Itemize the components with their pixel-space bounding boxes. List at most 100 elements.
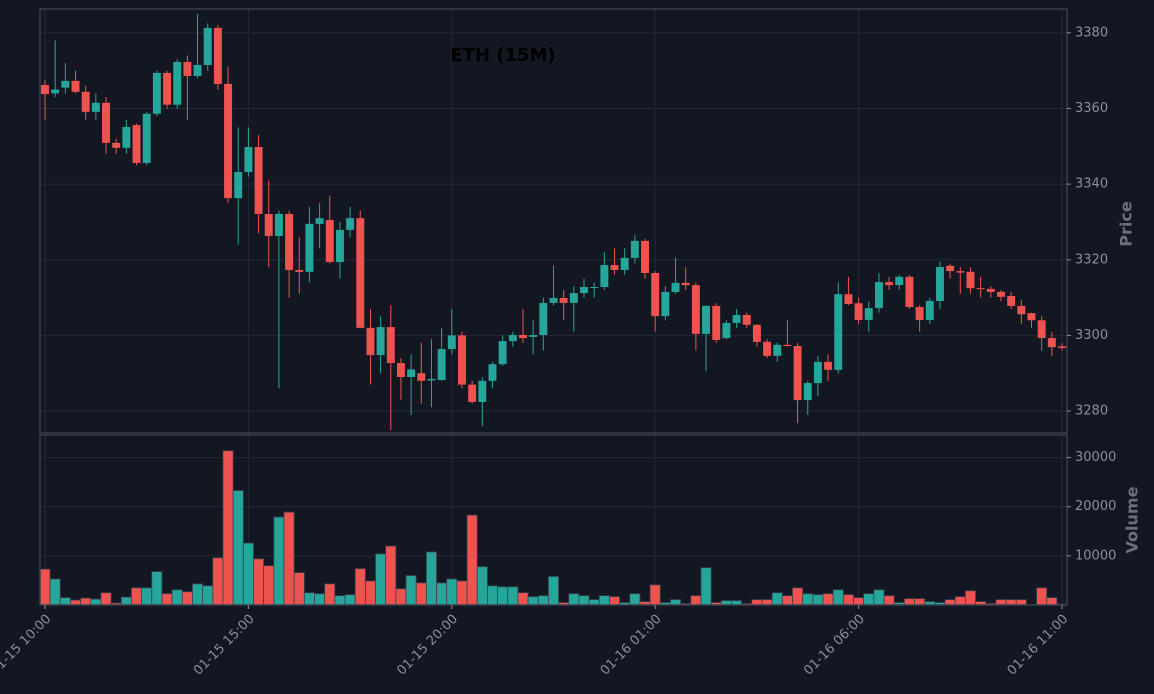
candle-body <box>773 344 782 356</box>
candle-body <box>366 327 375 356</box>
candle-body <box>854 303 863 320</box>
candle-body <box>417 373 426 381</box>
candle-body <box>559 297 568 303</box>
candle-body <box>295 269 304 272</box>
volume-bar <box>192 583 204 606</box>
volume-bar <box>415 582 427 606</box>
volume-bar <box>49 578 61 606</box>
volume-bar <box>995 599 1007 606</box>
volume-bar <box>90 598 102 606</box>
candle-body <box>651 273 660 317</box>
volume-bar <box>151 571 163 606</box>
volume-bar <box>253 558 265 606</box>
volume-bar <box>903 598 915 606</box>
candle-body <box>234 172 243 199</box>
volume-bar <box>873 589 885 606</box>
candle-body <box>1047 338 1056 348</box>
volume-bar <box>1046 597 1058 606</box>
volume-bar <box>476 566 488 606</box>
candle-body <box>752 324 761 342</box>
volume-bar <box>771 592 783 606</box>
candle-body <box>244 147 253 173</box>
candle-body <box>1058 346 1066 348</box>
volume-bar <box>222 450 234 606</box>
candle-body <box>1017 305 1026 315</box>
volume-bar <box>436 582 448 606</box>
volume-bar <box>263 565 275 606</box>
candle-body <box>508 335 517 342</box>
y-tick-label: 3320 <box>1075 252 1108 267</box>
candle-body <box>498 341 507 365</box>
candle-body <box>763 341 772 356</box>
volume-bar <box>80 597 92 606</box>
volume-bar <box>537 595 549 606</box>
candle-body <box>925 300 934 320</box>
volume-bar <box>649 584 661 606</box>
volume-bar <box>303 592 315 606</box>
candle-body <box>834 294 843 370</box>
candle-body <box>580 287 588 294</box>
volume-bar <box>273 516 285 606</box>
candle-body <box>102 102 110 143</box>
candle-body <box>742 314 751 325</box>
volume-bar <box>792 587 804 606</box>
candle-body <box>81 91 90 112</box>
candle-body <box>142 113 151 163</box>
volume-bar <box>690 595 702 606</box>
volume-bar <box>588 599 600 606</box>
y-tick-label: 3380 <box>1075 25 1108 40</box>
candle-body <box>91 102 100 112</box>
candle-body <box>122 127 131 148</box>
volume-bar <box>832 589 844 606</box>
candle-body <box>305 223 314 272</box>
candle-body <box>976 288 985 290</box>
y-axis-label: Price <box>1117 201 1136 247</box>
candle-body <box>386 327 395 364</box>
volume-bar <box>385 545 397 606</box>
candle-body <box>264 214 273 236</box>
candle-body <box>224 83 233 199</box>
volume-bar <box>944 599 956 606</box>
volume-bar <box>1005 599 1017 606</box>
volume-bar <box>507 586 519 606</box>
candle-body <box>824 361 833 370</box>
candle-body <box>325 220 334 263</box>
volume-bar <box>842 594 854 606</box>
candle-body <box>610 265 619 270</box>
volume-bar <box>914 598 926 606</box>
y-tick-label: 3300 <box>1075 328 1108 343</box>
candle-body <box>722 322 731 339</box>
volume-bar <box>578 595 590 606</box>
volume-bar <box>39 568 51 606</box>
volume-bar <box>141 587 153 606</box>
candle-body <box>427 378 436 381</box>
volume-bar <box>405 575 417 606</box>
volume-bar <box>609 596 621 606</box>
volume-bar <box>954 596 966 606</box>
candle-body <box>915 307 924 320</box>
candle-body <box>702 305 711 334</box>
volume-bar <box>863 593 875 606</box>
candle-body <box>1007 296 1016 306</box>
candle-body <box>946 265 955 272</box>
candle-body <box>681 282 690 286</box>
volume-bar <box>853 597 865 606</box>
candle-body <box>407 369 416 378</box>
volume-bar <box>802 593 814 606</box>
candle-body <box>641 240 649 274</box>
candle-body <box>51 89 60 94</box>
volume-bar <box>293 572 305 606</box>
volume-bar <box>527 596 539 606</box>
volume-bar <box>548 576 559 606</box>
volume-bar <box>202 585 214 606</box>
candle-body <box>112 142 121 148</box>
volume-axis-label: Volume <box>1123 486 1142 553</box>
candle-body <box>458 335 466 385</box>
candle-body <box>193 64 202 76</box>
candle-body <box>254 147 263 215</box>
candle-body <box>813 361 822 384</box>
candle-body <box>335 229 344 263</box>
candle-body <box>478 380 487 402</box>
